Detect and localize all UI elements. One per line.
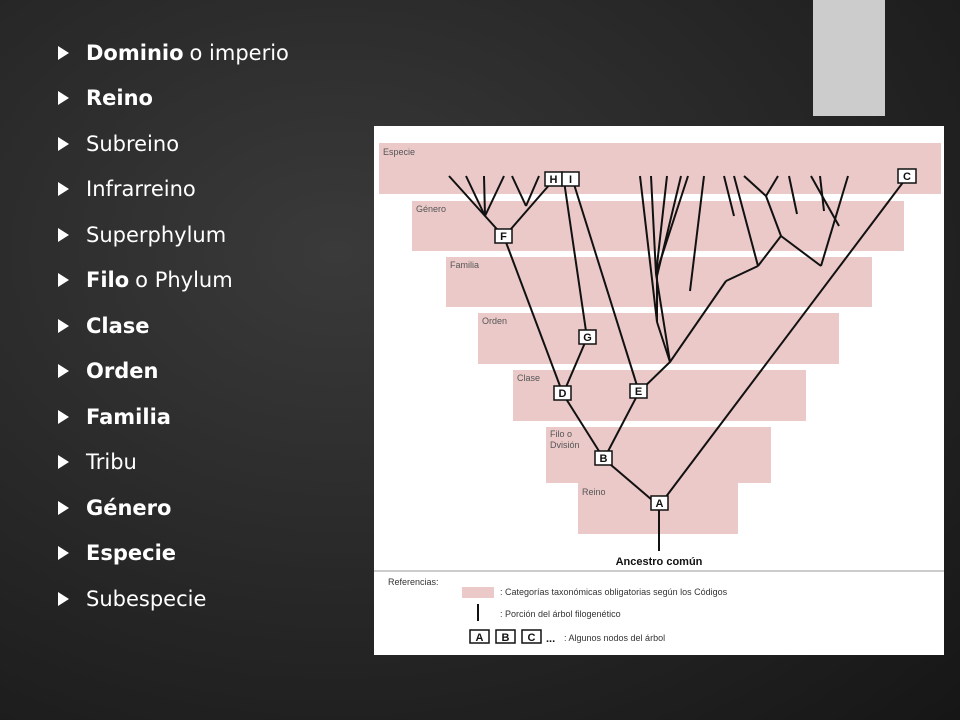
list-item: Reino xyxy=(58,76,289,122)
legend-node-b: B xyxy=(495,629,516,644)
node-d: D xyxy=(553,385,572,401)
list-item: Filo o Phylum xyxy=(58,258,289,304)
list-item: Clase xyxy=(58,303,289,349)
list-item: Género xyxy=(58,485,289,531)
band-label-reino: Reino xyxy=(582,487,606,497)
arrow-icon xyxy=(58,91,69,106)
arrow-icon xyxy=(58,546,69,561)
root-label: Ancestro común xyxy=(616,556,703,568)
list-item: Subespecie xyxy=(58,576,289,622)
tree-branches xyxy=(448,175,905,551)
list-item: Superphylum xyxy=(58,212,289,258)
legend-node-a: A xyxy=(469,629,490,644)
arrow-icon xyxy=(58,273,69,288)
arrow-icon xyxy=(58,136,69,151)
list-item: Tribu xyxy=(58,440,289,486)
legend-title: Referencias: xyxy=(388,577,439,587)
band-label-division: Dvisión xyxy=(550,440,580,450)
node-h: H xyxy=(544,171,563,187)
band-label-orden: Orden xyxy=(482,316,507,326)
list-item: Especie xyxy=(58,531,289,577)
arrow-icon xyxy=(58,364,69,379)
arrow-icon xyxy=(58,409,69,424)
list-item: Dominio o imperio xyxy=(58,30,289,76)
band-orden xyxy=(478,313,839,364)
phylogenetic-tree-figure: Especie Género Familia Orden Clase Filo … xyxy=(374,126,944,655)
legend-item-categorias: : Categorías taxonómicas obligatorias se… xyxy=(500,587,728,597)
arrow-icon xyxy=(58,455,69,470)
node-b: B xyxy=(594,450,613,466)
band-especie xyxy=(379,143,941,194)
svg-text:D: D xyxy=(559,388,567,400)
band-filo xyxy=(546,427,771,483)
arrow-icon xyxy=(58,182,69,197)
phylogenetic-tree: Especie Género Familia Orden Clase Filo … xyxy=(374,143,944,645)
svg-text:C: C xyxy=(903,171,911,183)
node-g: G xyxy=(578,329,597,345)
arrow-icon xyxy=(58,500,69,515)
svg-text:H: H xyxy=(550,174,558,186)
svg-text:F: F xyxy=(500,231,507,243)
legend-ellipsis: ... xyxy=(546,633,555,645)
node-f: F xyxy=(494,228,513,244)
top-tab xyxy=(813,0,885,116)
list-item: Infrarreino xyxy=(58,167,289,213)
svg-text:C: C xyxy=(528,632,536,644)
arrow-icon xyxy=(58,45,69,60)
taxonomy-list: Dominio o imperio Reino Subreino Infrarre… xyxy=(58,30,289,622)
legend-swatch xyxy=(462,587,494,598)
node-i: I xyxy=(561,171,580,187)
arrow-icon xyxy=(58,591,69,606)
band-label-especie: Especie xyxy=(383,147,415,157)
arrow-icon xyxy=(58,227,69,242)
band-label-clase: Clase xyxy=(517,373,540,383)
legend-item-nodos: : Algunos nodos del árbol xyxy=(564,633,665,643)
svg-text:G: G xyxy=(583,332,592,344)
list-item: Familia xyxy=(58,394,289,440)
node-e: E xyxy=(629,383,648,399)
legend-node-c: C xyxy=(521,629,542,644)
node-c: C xyxy=(897,168,917,184)
band-label-filo: Filo o xyxy=(550,429,572,439)
band-label-genero: Género xyxy=(416,204,446,214)
svg-text:A: A xyxy=(656,498,664,510)
node-a: A xyxy=(650,495,669,511)
svg-text:E: E xyxy=(635,386,642,398)
list-item: Subreino xyxy=(58,121,289,167)
arrow-icon xyxy=(58,318,69,333)
svg-text:B: B xyxy=(600,453,608,465)
list-item: Orden xyxy=(58,349,289,395)
legend: Referencias: : Categorías taxonómicas ob… xyxy=(374,570,944,645)
svg-text:I: I xyxy=(569,174,572,186)
svg-text:B: B xyxy=(502,632,510,644)
band-label-familia: Familia xyxy=(450,260,479,270)
legend-item-porcion: : Porción del árbol filogenético xyxy=(500,609,621,619)
svg-text:A: A xyxy=(476,632,484,644)
